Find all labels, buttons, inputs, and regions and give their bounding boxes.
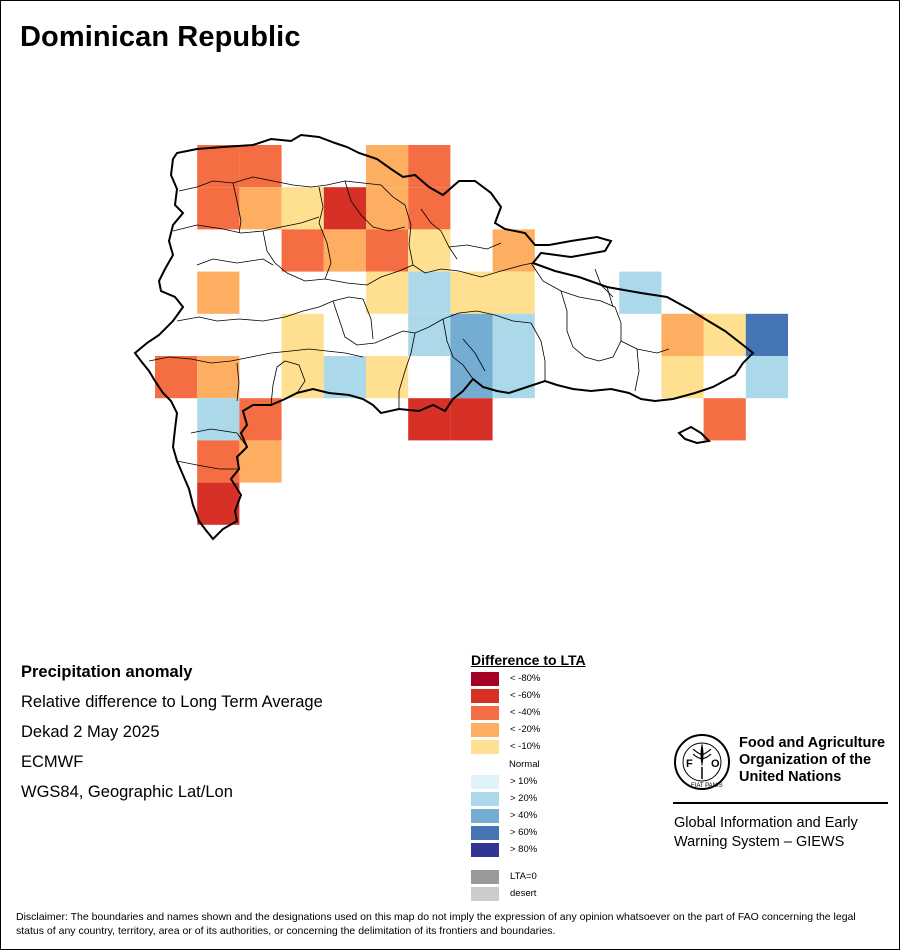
anomaly-cell <box>281 187 324 230</box>
legend-label: Normal <box>509 759 540 770</box>
info-projection: WGS84, Geographic Lat/Lon <box>21 783 233 801</box>
anomaly-cell <box>239 440 282 483</box>
info-period: Dekad 2 May 2025 <box>21 723 160 741</box>
anomaly-cell <box>450 398 493 441</box>
giews-name-line: Global Information and Early <box>674 815 858 831</box>
anomaly-cell <box>703 398 746 441</box>
legend-swatch <box>471 775 499 789</box>
anomaly-cell <box>366 356 409 399</box>
anomaly-cell <box>281 313 324 356</box>
fao-name: Food and Agriculture Organization of the… <box>739 735 885 786</box>
fao-name-line: Food and Agriculture <box>739 735 886 751</box>
anomaly-grid <box>155 145 788 525</box>
anomaly-cell <box>661 356 704 399</box>
anomaly-cell <box>745 313 788 356</box>
legend-label: < -40% <box>510 707 541 718</box>
anomaly-cell <box>408 145 451 188</box>
anomaly-cell <box>197 356 240 399</box>
anomaly-cell <box>323 356 366 399</box>
legend-label: desert <box>510 888 537 899</box>
province-boundaries <box>148 176 670 470</box>
legend-swatch <box>471 723 499 737</box>
legend-label: > 80% <box>510 844 538 855</box>
legend-swatch <box>471 672 499 686</box>
anomaly-cell <box>323 187 366 230</box>
fao-divider <box>673 802 888 804</box>
anomaly-cell <box>408 398 451 441</box>
anomaly-cell <box>239 187 282 230</box>
legend-label: < -10% <box>510 741 541 752</box>
anomaly-cell <box>408 229 451 272</box>
anomaly-cell <box>366 229 409 272</box>
legend-swatch <box>471 758 499 772</box>
legend-label: < -20% <box>510 724 541 735</box>
anomaly-cell <box>366 187 409 230</box>
anomaly-cell <box>239 145 282 188</box>
anomaly-cell <box>197 440 240 483</box>
legend-label: < -80% <box>510 673 541 684</box>
legend-swatch <box>471 689 499 703</box>
legend-swatch <box>471 887 499 901</box>
legend-swatch <box>471 792 499 806</box>
info-heading: Precipitation anomaly <box>21 663 193 681</box>
legend-label: > 20% <box>510 793 538 804</box>
anomaly-cell <box>366 271 409 314</box>
legend-title: Difference to LTA <box>471 652 586 668</box>
anomaly-cell <box>745 356 788 399</box>
info-source: ECMWF <box>21 753 84 771</box>
anomaly-cell <box>408 271 451 314</box>
anomaly-cell <box>197 398 240 441</box>
anomaly-cell <box>703 313 746 356</box>
anomaly-cell <box>450 313 493 356</box>
legend-swatch <box>471 706 499 720</box>
country-outline <box>133 133 755 541</box>
map-title: Dominican Republic <box>20 21 301 53</box>
fao-logo-letter-o: O <box>711 758 720 770</box>
anomaly-cell <box>492 271 535 314</box>
anomaly-cell <box>197 145 240 188</box>
giews-name: Global Information and Early Warning Sys… <box>674 814 858 852</box>
giews-name-line: Warning System – GIEWS <box>674 834 845 850</box>
fao-logo-motto: FIAT PANIS <box>691 783 723 789</box>
legend-swatch <box>471 826 499 840</box>
anomaly-cell <box>450 271 493 314</box>
legend-label: > 60% <box>510 827 538 838</box>
anomaly-cell <box>281 229 324 272</box>
anomaly-cell <box>492 313 535 356</box>
anomaly-cell <box>197 187 240 230</box>
legend-swatch <box>471 809 499 823</box>
legend-label: > 10% <box>510 776 538 787</box>
disclaimer: Disclaimer: The boundaries and names sho… <box>16 911 856 937</box>
legend-swatch <box>471 740 499 754</box>
info-subtitle: Relative difference to Long Term Average <box>21 693 323 711</box>
fao-name-line: Organization of the <box>739 752 872 768</box>
map-info: Precipitation anomaly Relative differenc… <box>21 657 323 807</box>
legend-label: < -60% <box>510 690 541 701</box>
fao-name-line: United Nations <box>739 769 842 785</box>
legend-swatch <box>471 843 499 857</box>
fao-logo: F O FIAT PANIS <box>674 734 730 790</box>
anomaly-cell <box>197 482 240 525</box>
legend-swatch <box>471 870 499 884</box>
fao-logo-letter-f: F <box>686 758 693 770</box>
legend: Difference to LTA < -80% < -60% < -40% < -2… <box>471 652 586 901</box>
anomaly-map <box>133 133 788 541</box>
legend-label: LTA=0 <box>510 871 537 882</box>
legend-label: > 40% <box>510 810 538 821</box>
anomaly-cell <box>197 271 240 314</box>
